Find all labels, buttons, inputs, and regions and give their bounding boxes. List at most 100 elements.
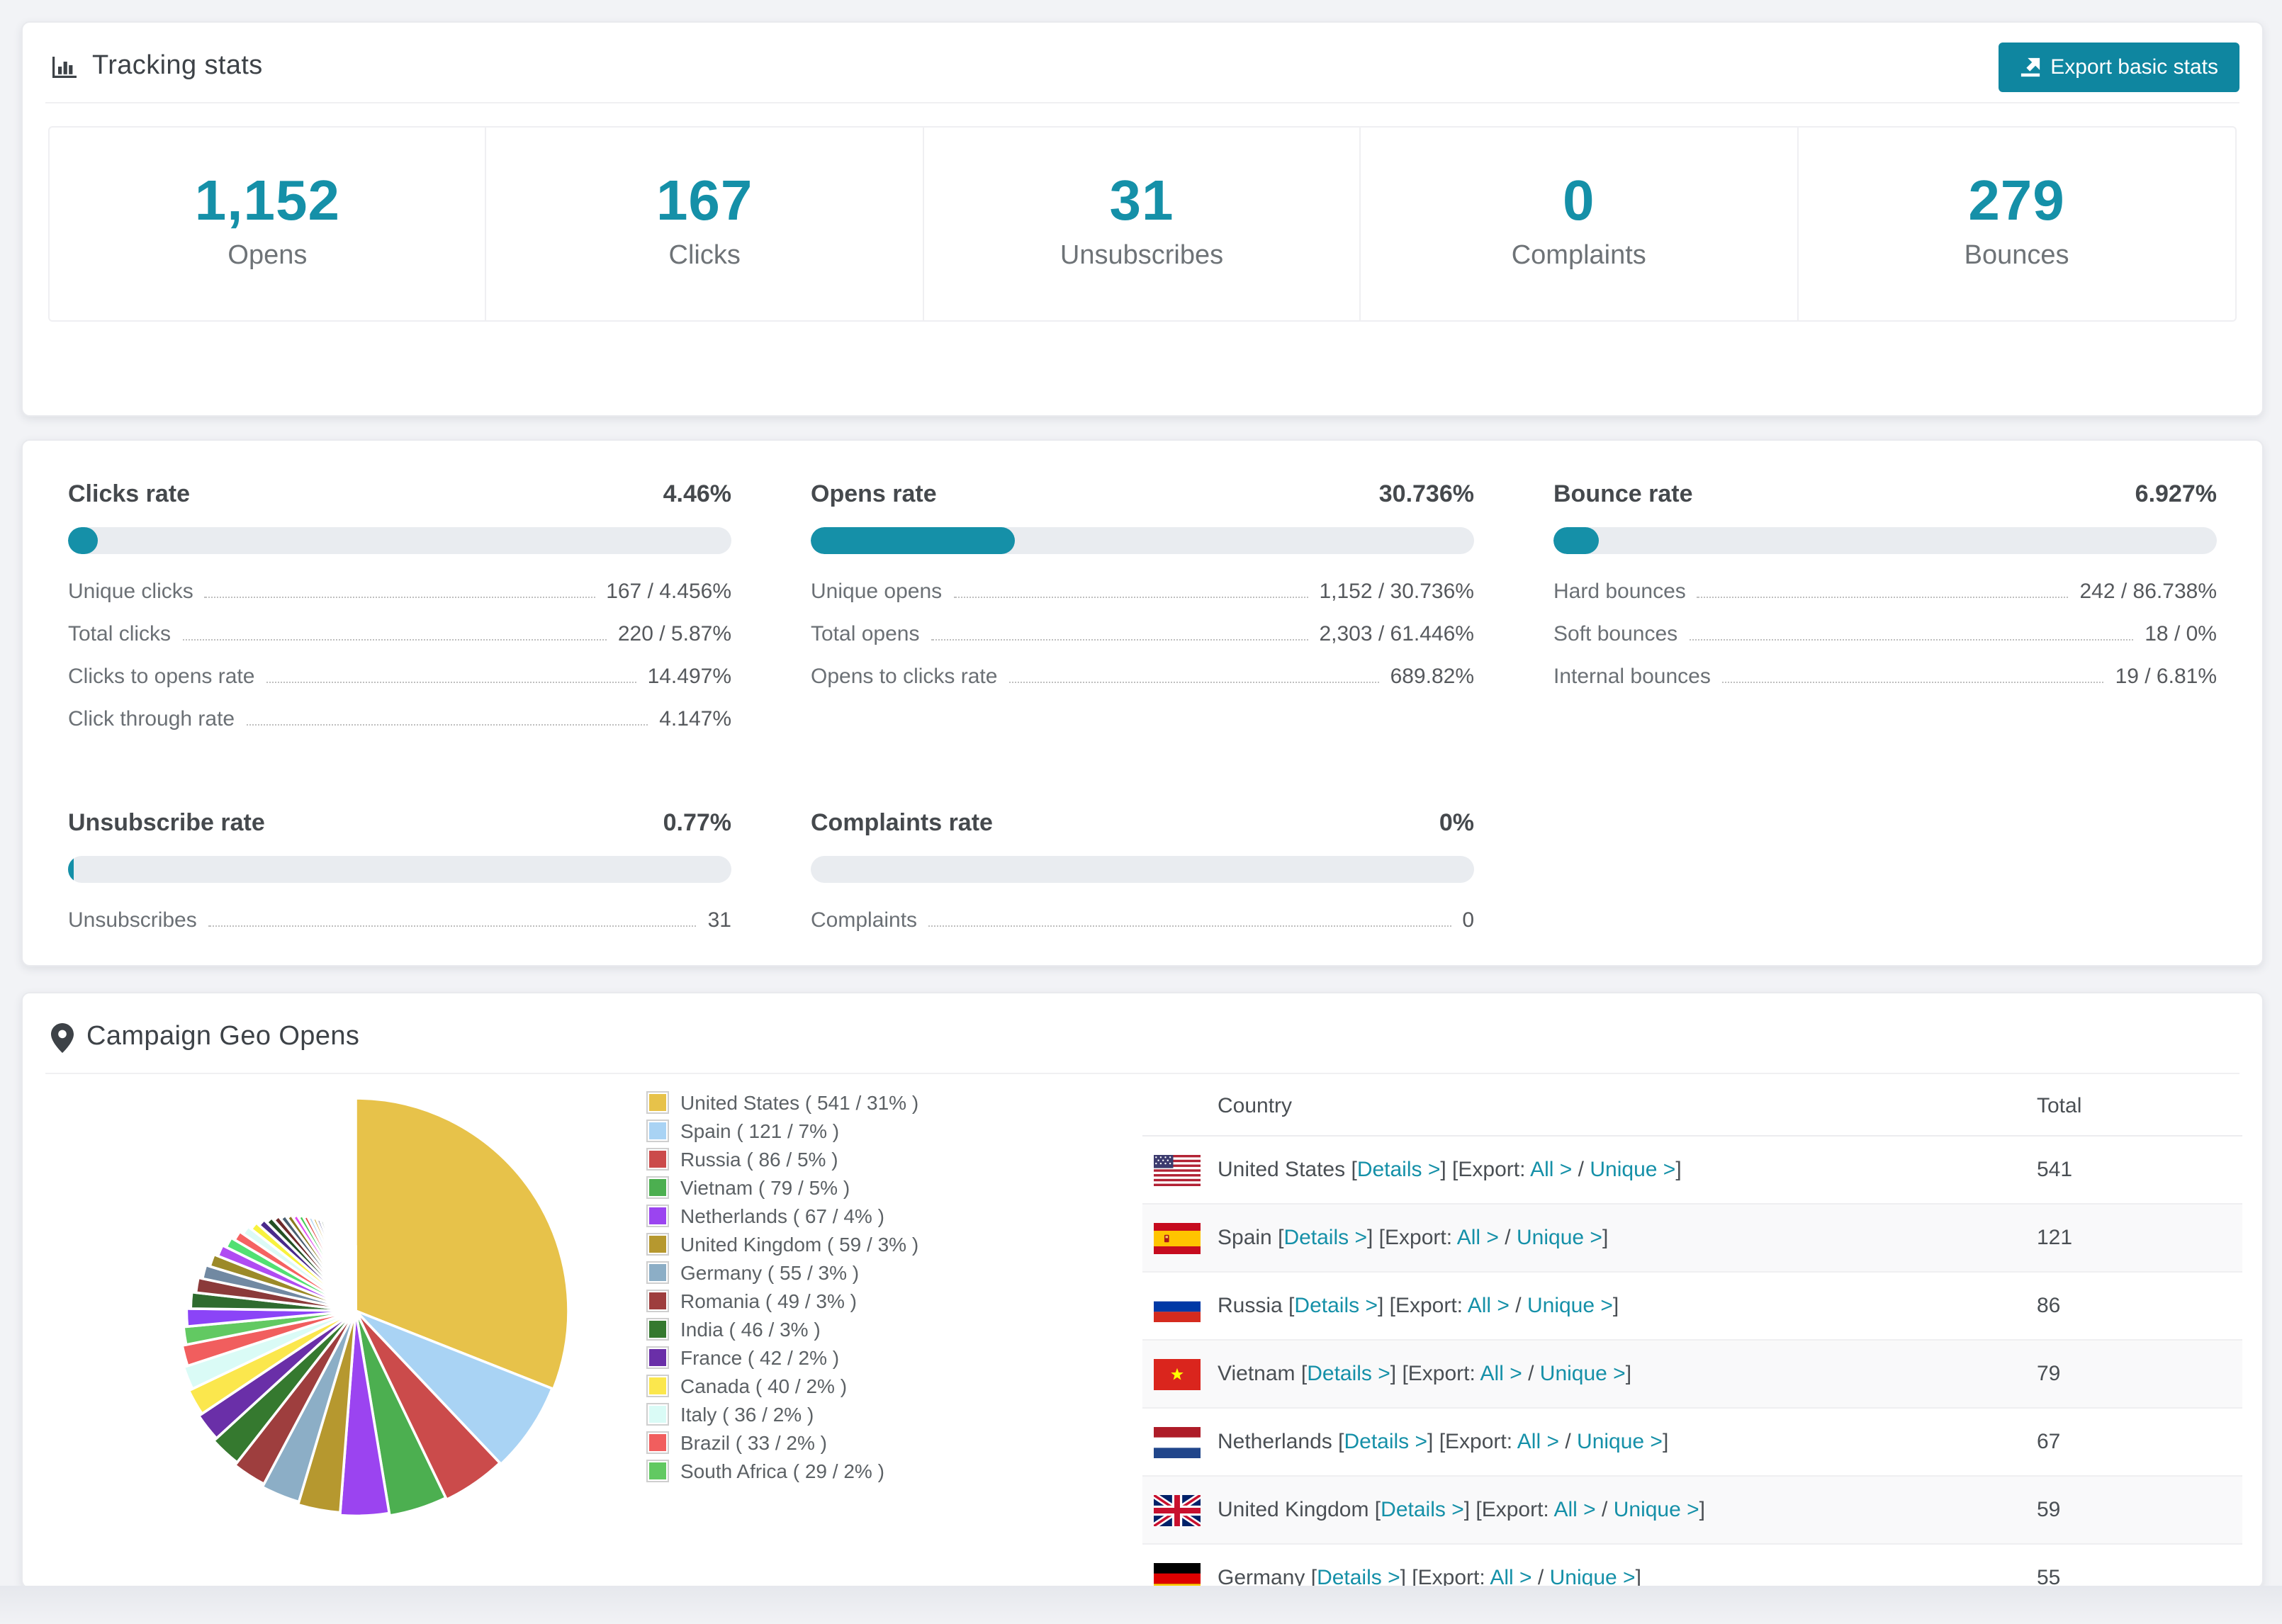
- rate-header: Complaints rate 0%: [811, 809, 1474, 838]
- country-name: Vietnam: [1218, 1362, 1295, 1386]
- rate-detail-rows: Unique clicks 167 / 4.456% Total clicks 220…: [68, 580, 731, 731]
- stat-cell: 0 Complaints: [1361, 128, 1799, 320]
- export-all-link[interactable]: All >: [1456, 1226, 1499, 1250]
- pie-slice[interactable]: [354, 1245, 357, 1312]
- export-unique-link[interactable]: Unique >: [1549, 1566, 1636, 1589]
- pie-slice[interactable]: [232, 1309, 357, 1486]
- pie-slice[interactable]: [185, 1307, 356, 1329]
- country-total: 55: [2037, 1566, 2061, 1589]
- pie-slice[interactable]: [354, 1309, 554, 1466]
- stat-label: Clicks: [668, 241, 741, 271]
- pie-slice[interactable]: [354, 1310, 448, 1518]
- export-all-link[interactable]: All >: [1530, 1158, 1573, 1182]
- legend-item[interactable]: Italy ( 36 / 2% ): [646, 1400, 918, 1428]
- legend-item[interactable]: United Kingdom ( 59 / 3% ): [646, 1230, 918, 1258]
- export-unique-link[interactable]: Unique >: [1613, 1498, 1699, 1522]
- rate-detail-rows: Unique opens 1,152 / 30.736% Total opens 2,…: [811, 580, 1474, 689]
- flag-nl-icon: [1154, 1426, 1201, 1457]
- dotted-leader: [928, 925, 1451, 927]
- legend-item[interactable]: South Africa ( 29 / 2% ): [646, 1457, 918, 1485]
- legend-item[interactable]: Spain ( 121 / 7% ): [646, 1117, 918, 1145]
- rate-block: Complaints rate 0% Complaints 0: [811, 809, 1474, 951]
- export-all-link[interactable]: All >: [1490, 1566, 1532, 1589]
- details-link[interactable]: Details >: [1307, 1362, 1390, 1386]
- rate-detail-row: Soft bounces 18 / 0%: [1553, 622, 2217, 646]
- dotted-leader: [1008, 682, 1379, 683]
- rate-title: Clicks rate: [68, 480, 190, 507]
- legend-item[interactable]: Canada ( 40 / 2% ): [646, 1372, 918, 1400]
- header-divider: [45, 102, 2239, 103]
- rate-value: 0.77%: [663, 809, 731, 836]
- legend-item[interactable]: Netherlands ( 67 / 4% ): [646, 1202, 918, 1230]
- legend-swatch: [646, 1375, 669, 1397]
- details-link[interactable]: Details >: [1283, 1226, 1367, 1250]
- pie-slice[interactable]: [187, 1309, 357, 1416]
- details-link[interactable]: Details >: [1381, 1498, 1464, 1522]
- legend-swatch: [646, 1205, 669, 1227]
- legend-swatch: [646, 1148, 669, 1171]
- details-link[interactable]: Details >: [1294, 1294, 1378, 1318]
- rate-value: 6.927%: [2135, 480, 2217, 507]
- dotted-leader: [953, 597, 1308, 598]
- export-basic-stats-button[interactable]: Export basic stats: [1998, 43, 2239, 92]
- export-all-link[interactable]: All >: [1517, 1430, 1559, 1454]
- stat-label: Bounces: [1964, 241, 2069, 271]
- rate-detail-row: Total clicks 220 / 5.87%: [68, 622, 731, 646]
- details-link[interactable]: Details >: [1356, 1158, 1441, 1182]
- legend-label: France ( 42 / 2% ): [680, 1346, 840, 1369]
- export-all-link[interactable]: All >: [1553, 1498, 1596, 1522]
- pie-slice[interactable]: [354, 1309, 502, 1501]
- stat-value: 0: [1563, 170, 1595, 232]
- export-all-link[interactable]: All >: [1480, 1362, 1522, 1386]
- pie-slice[interactable]: [354, 1097, 570, 1391]
- pie-legend: United States ( 541 / 31% ) Spain ( 121 …: [646, 1088, 918, 1485]
- legend-item[interactable]: Vietnam ( 79 / 5% ): [646, 1173, 918, 1202]
- rate-detail-value: 19 / 6.81%: [2115, 665, 2217, 689]
- details-link[interactable]: Details >: [1317, 1566, 1400, 1589]
- export-unique-link[interactable]: Unique >: [1527, 1294, 1613, 1318]
- export-unique-link[interactable]: Unique >: [1517, 1226, 1602, 1250]
- rate-detail-label: Click through rate: [68, 707, 235, 731]
- legend-item[interactable]: Romania ( 49 / 3% ): [646, 1287, 918, 1315]
- rate-title: Unsubscribe rate: [68, 809, 265, 836]
- legend-item[interactable]: India ( 46 / 3% ): [646, 1315, 918, 1343]
- rate-detail-value: 2,303 / 61.446%: [1319, 622, 1474, 646]
- rate-detail-rows: Hard bounces 242 / 86.738% Soft bounces 18 …: [1553, 580, 2217, 689]
- rate-header: Opens rate 30.736%: [811, 480, 1474, 509]
- dotted-leader: [1697, 597, 2069, 598]
- geo-table-row: United States [Details >] [Export: All >…: [1142, 1137, 2242, 1205]
- export-unique-link[interactable]: Unique >: [1577, 1430, 1663, 1454]
- summary-stats-row: 1,152 Opens 167 Clicks 31 Unsubscribes 0…: [48, 126, 2237, 322]
- legend-item[interactable]: France ( 42 / 2% ): [646, 1343, 918, 1372]
- stat-cell: 31 Unsubscribes: [924, 128, 1361, 320]
- tracking-stats-header: Tracking stats Export basic stats: [23, 23, 2262, 102]
- legend-swatch: [646, 1091, 669, 1114]
- rate-detail-value: 18 / 0%: [2145, 622, 2217, 646]
- rate-block: Opens rate 30.736% Unique opens 1,152 / 3…: [811, 480, 1474, 750]
- pie-slice[interactable]: [182, 1309, 356, 1391]
- export-unique-link[interactable]: Unique >: [1590, 1158, 1676, 1182]
- export-unique-link[interactable]: Unique >: [1539, 1362, 1626, 1386]
- pie-slice[interactable]: [260, 1310, 357, 1504]
- rate-value: 0%: [1439, 809, 1474, 836]
- export-all-link[interactable]: All >: [1467, 1294, 1510, 1318]
- pie-slice[interactable]: [197, 1309, 357, 1440]
- legend-item[interactable]: Germany ( 55 / 3% ): [646, 1258, 918, 1287]
- details-link[interactable]: Details >: [1344, 1430, 1428, 1454]
- progress-bar: [811, 856, 1474, 883]
- pie-slice[interactable]: [181, 1309, 356, 1368]
- stat-value: 167: [656, 170, 753, 232]
- flag-vn-icon: [1154, 1358, 1201, 1389]
- rate-detail-value: 14.497%: [647, 665, 731, 689]
- pie-slice[interactable]: [182, 1309, 356, 1347]
- pie-slice[interactable]: [212, 1309, 357, 1465]
- legend-label: India ( 46 / 3% ): [680, 1318, 821, 1341]
- dotted-leader: [204, 597, 595, 598]
- rate-detail-label: Soft bounces: [1553, 622, 1678, 646]
- legend-item[interactable]: United States ( 541 / 31% ): [646, 1088, 918, 1117]
- legend-swatch: [646, 1318, 669, 1341]
- legend-item[interactable]: Brazil ( 33 / 2% ): [646, 1428, 918, 1457]
- legend-item[interactable]: Russia ( 86 / 5% ): [646, 1145, 918, 1173]
- rate-detail-row: Unique clicks 167 / 4.456%: [68, 580, 731, 604]
